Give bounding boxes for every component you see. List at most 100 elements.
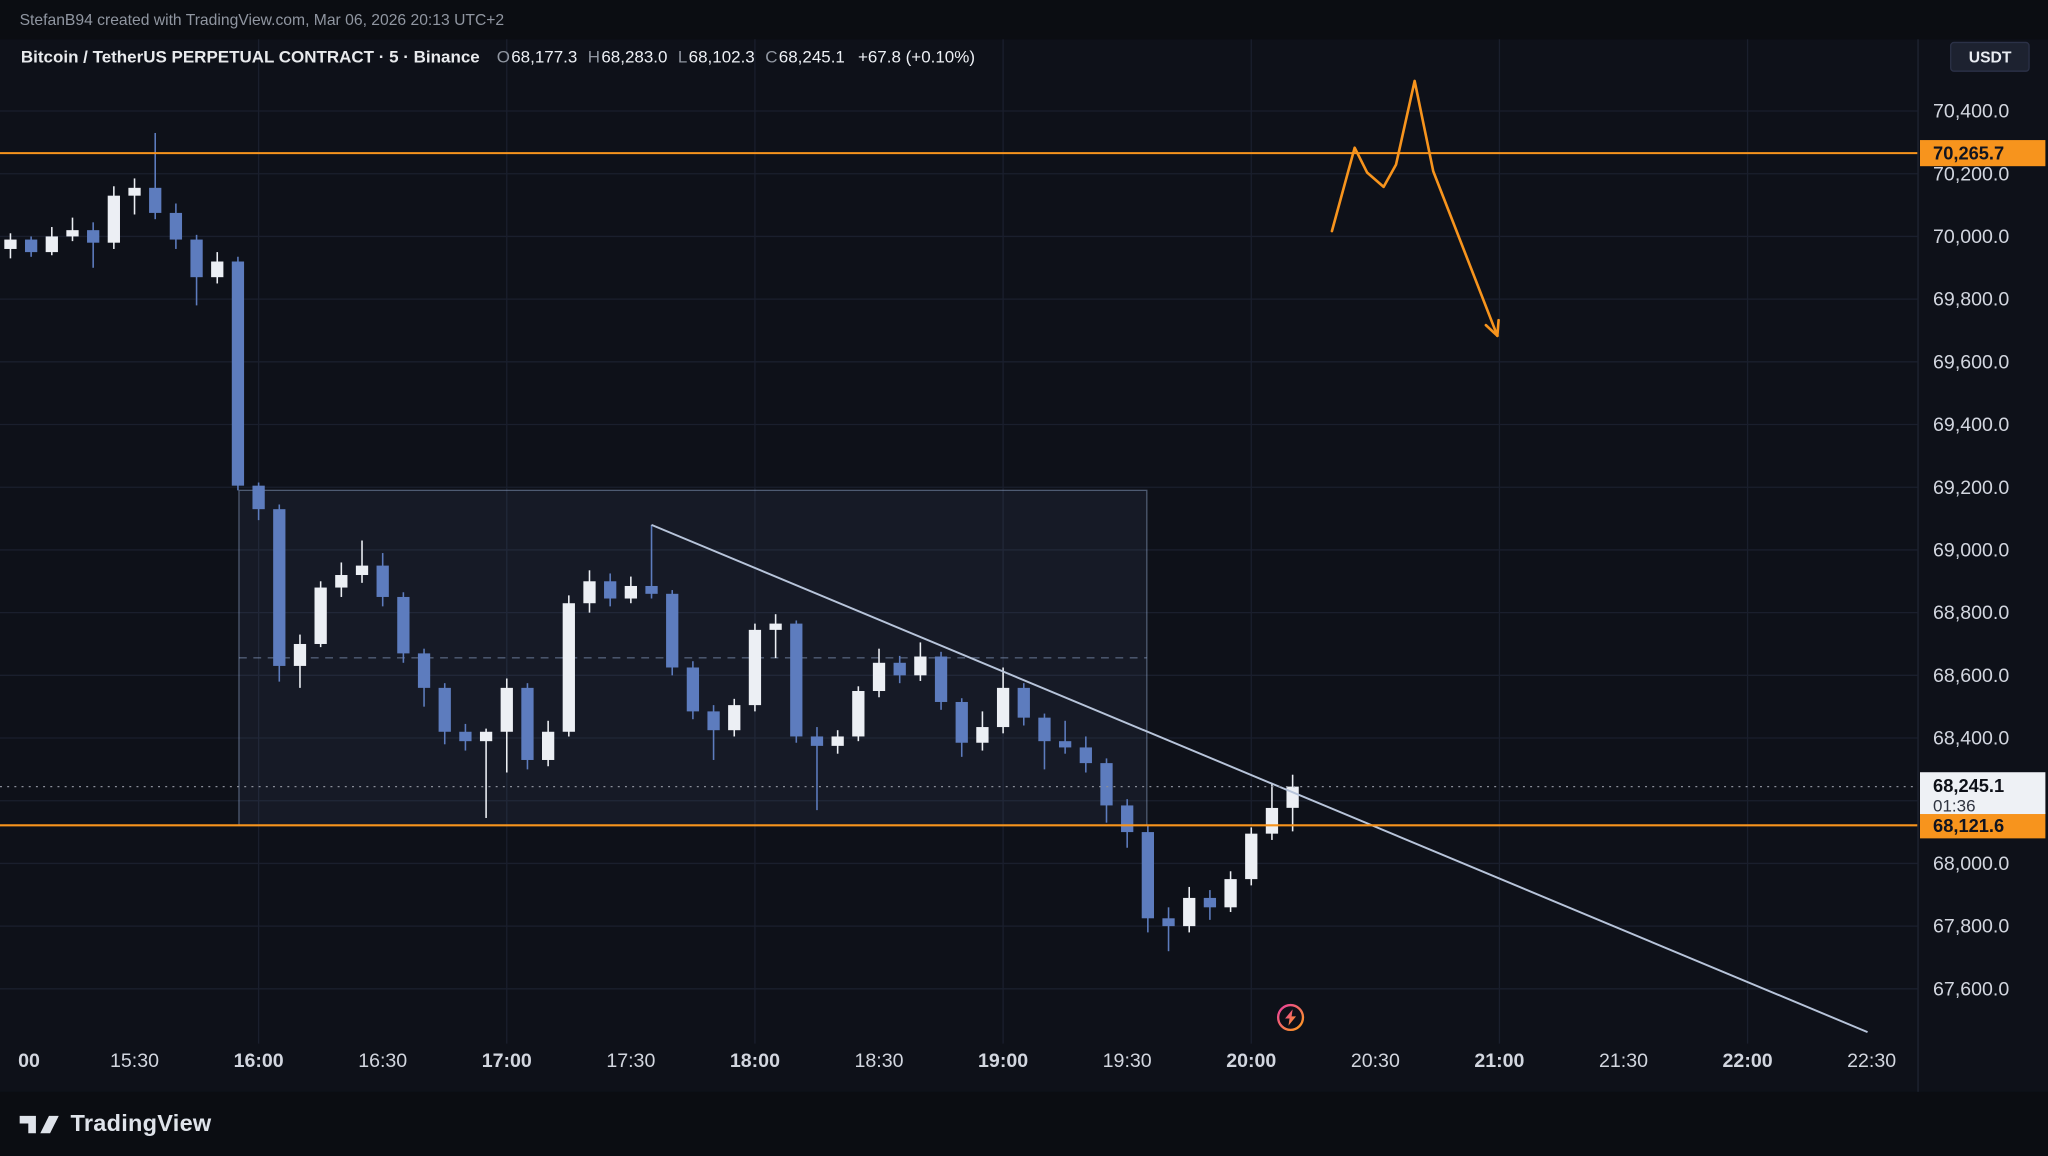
ohlc-close: C 68,245.1 [765, 47, 845, 67]
candle-body [604, 581, 617, 599]
candle-body [521, 687, 534, 760]
candle-body [645, 585, 658, 594]
time-tick-label: 22:30 [1847, 1050, 1896, 1072]
candle-body [707, 711, 720, 731]
price-tick-label: 69,000.0 [1933, 539, 2009, 561]
candle-body [1100, 763, 1113, 806]
price-tick-label: 69,800.0 [1933, 289, 2009, 311]
time-tick-label: 20:30 [1351, 1050, 1400, 1072]
candle-body [107, 195, 120, 243]
price-tick-label: 70,000.0 [1933, 226, 2009, 248]
currency-toggle-button[interactable]: USDT [1950, 41, 2030, 72]
candle-body [500, 687, 513, 732]
candlestick-series[interactable] [4, 132, 1299, 952]
candle-body [24, 239, 38, 253]
candle-body [1224, 879, 1237, 908]
candle-body [976, 727, 989, 743]
time-tick-label: 17:00 [482, 1050, 532, 1072]
candle-body [748, 629, 762, 706]
candle-body [1162, 918, 1175, 927]
arrowhead [1484, 323, 1499, 338]
price-tick-label: 70,400.0 [1933, 101, 2009, 123]
candle-body [479, 731, 493, 742]
price-tick-label: 67,600.0 [1933, 978, 2009, 1000]
candle-body [872, 662, 886, 692]
open-value: 68,177.3 [511, 47, 578, 67]
flash-event-icon[interactable] [1276, 1003, 1305, 1032]
time-axis[interactable]: 00 15:30 16:00 16:30 17:00 17:30 18:00 18:30 19:… [18, 1050, 1896, 1072]
price-tick-label: 69,400.0 [1933, 414, 2009, 436]
candle-body [686, 667, 700, 712]
time-tick-label: 15:30 [110, 1050, 159, 1072]
attribution-text: StefanB94 created with TradingView.com, … [19, 10, 505, 29]
attribution-bar: StefanB94 created with TradingView.com, … [0, 0, 2048, 40]
candle-body [45, 236, 58, 253]
price-line-label[interactable]: 68,121.6 [1920, 812, 2046, 839]
high-label: H [587, 47, 601, 67]
ohlc-high: H 68,283.0 [588, 47, 668, 67]
time-tick-label: 00 [18, 1050, 40, 1072]
candle-body [273, 509, 286, 666]
candle-body [1059, 741, 1072, 748]
time-tick-label: 17:30 [606, 1050, 655, 1072]
close-label: C [765, 47, 778, 67]
price-line-label-text: 68,121.6 [1933, 815, 2004, 836]
countdown-text: 01:36 [1933, 796, 1975, 815]
time-tick-label: 18:30 [855, 1050, 904, 1072]
arrow-drawing[interactable] [1330, 79, 1500, 338]
close-value: 68,245.1 [778, 47, 845, 67]
price-tick-label: 68,800.0 [1933, 602, 2009, 624]
ohlc-open: O 68,177.3 [497, 47, 578, 67]
candle-body [1017, 687, 1030, 718]
rectangle-drawing[interactable] [238, 489, 1148, 826]
time-tick-label: 22:00 [1723, 1050, 1773, 1072]
candle-body [583, 581, 596, 604]
candle-body [4, 239, 17, 249]
high-value: 68,283.0 [601, 47, 668, 67]
candle-body [66, 230, 79, 237]
price-axis[interactable]: 70,400.0 70,200.0 70,000.0 69,800.0 69,600.0… [1933, 101, 2009, 1001]
candle-body [459, 731, 472, 742]
price-tick-label: 68,600.0 [1933, 665, 2009, 687]
tradingview-logo-icon[interactable] [19, 1111, 59, 1137]
price-tick-label: 67,800.0 [1933, 916, 2009, 938]
arrowhead [1496, 318, 1500, 338]
trendline-drawing[interactable] [651, 523, 1868, 1034]
candle-body [562, 603, 575, 732]
candle-body [1141, 832, 1155, 919]
open-label: O [496, 47, 510, 67]
change-value: +67.8 (+0.10%) [857, 47, 975, 67]
symbol-title[interactable]: Bitcoin / TetherUS PERPETUAL CONTRACT · … [20, 47, 480, 67]
current-price-label[interactable]: 68,245.101:36 [1920, 772, 2046, 815]
candle-body [810, 736, 824, 746]
time-tick-label: 16:00 [234, 1050, 284, 1072]
candle-body [893, 662, 906, 676]
low-value: 68,102.3 [688, 47, 755, 67]
time-tick-label: 16:30 [358, 1050, 407, 1072]
price-tick-label: 68,000.0 [1933, 853, 2009, 875]
candle-body [335, 575, 348, 588]
current-price-text: 68,245.1 [1933, 775, 2004, 796]
candle-body [1265, 807, 1279, 834]
candle-body [790, 623, 803, 737]
candle-body [417, 653, 431, 688]
time-tick-label: 21:00 [1474, 1050, 1524, 1072]
ohlc-low: L 68,102.3 [678, 47, 755, 67]
candle-body [211, 261, 224, 278]
candle-body [541, 731, 555, 760]
low-label: L [677, 47, 688, 67]
candle-body [1121, 805, 1134, 833]
candle-body [666, 593, 679, 668]
candle-body [190, 239, 203, 278]
candle-body [169, 212, 183, 240]
price-line-label[interactable]: 70,265.7 [1920, 140, 2046, 167]
candle-body [376, 565, 389, 597]
candle-body [149, 187, 162, 213]
price-tick-label: 69,200.0 [1933, 477, 2009, 499]
time-tick-label: 20:00 [1226, 1050, 1276, 1072]
price-tick-label: 70,200.0 [1933, 163, 2009, 185]
tradingview-brand[interactable]: TradingView [70, 1110, 212, 1137]
candle-body [397, 596, 410, 654]
